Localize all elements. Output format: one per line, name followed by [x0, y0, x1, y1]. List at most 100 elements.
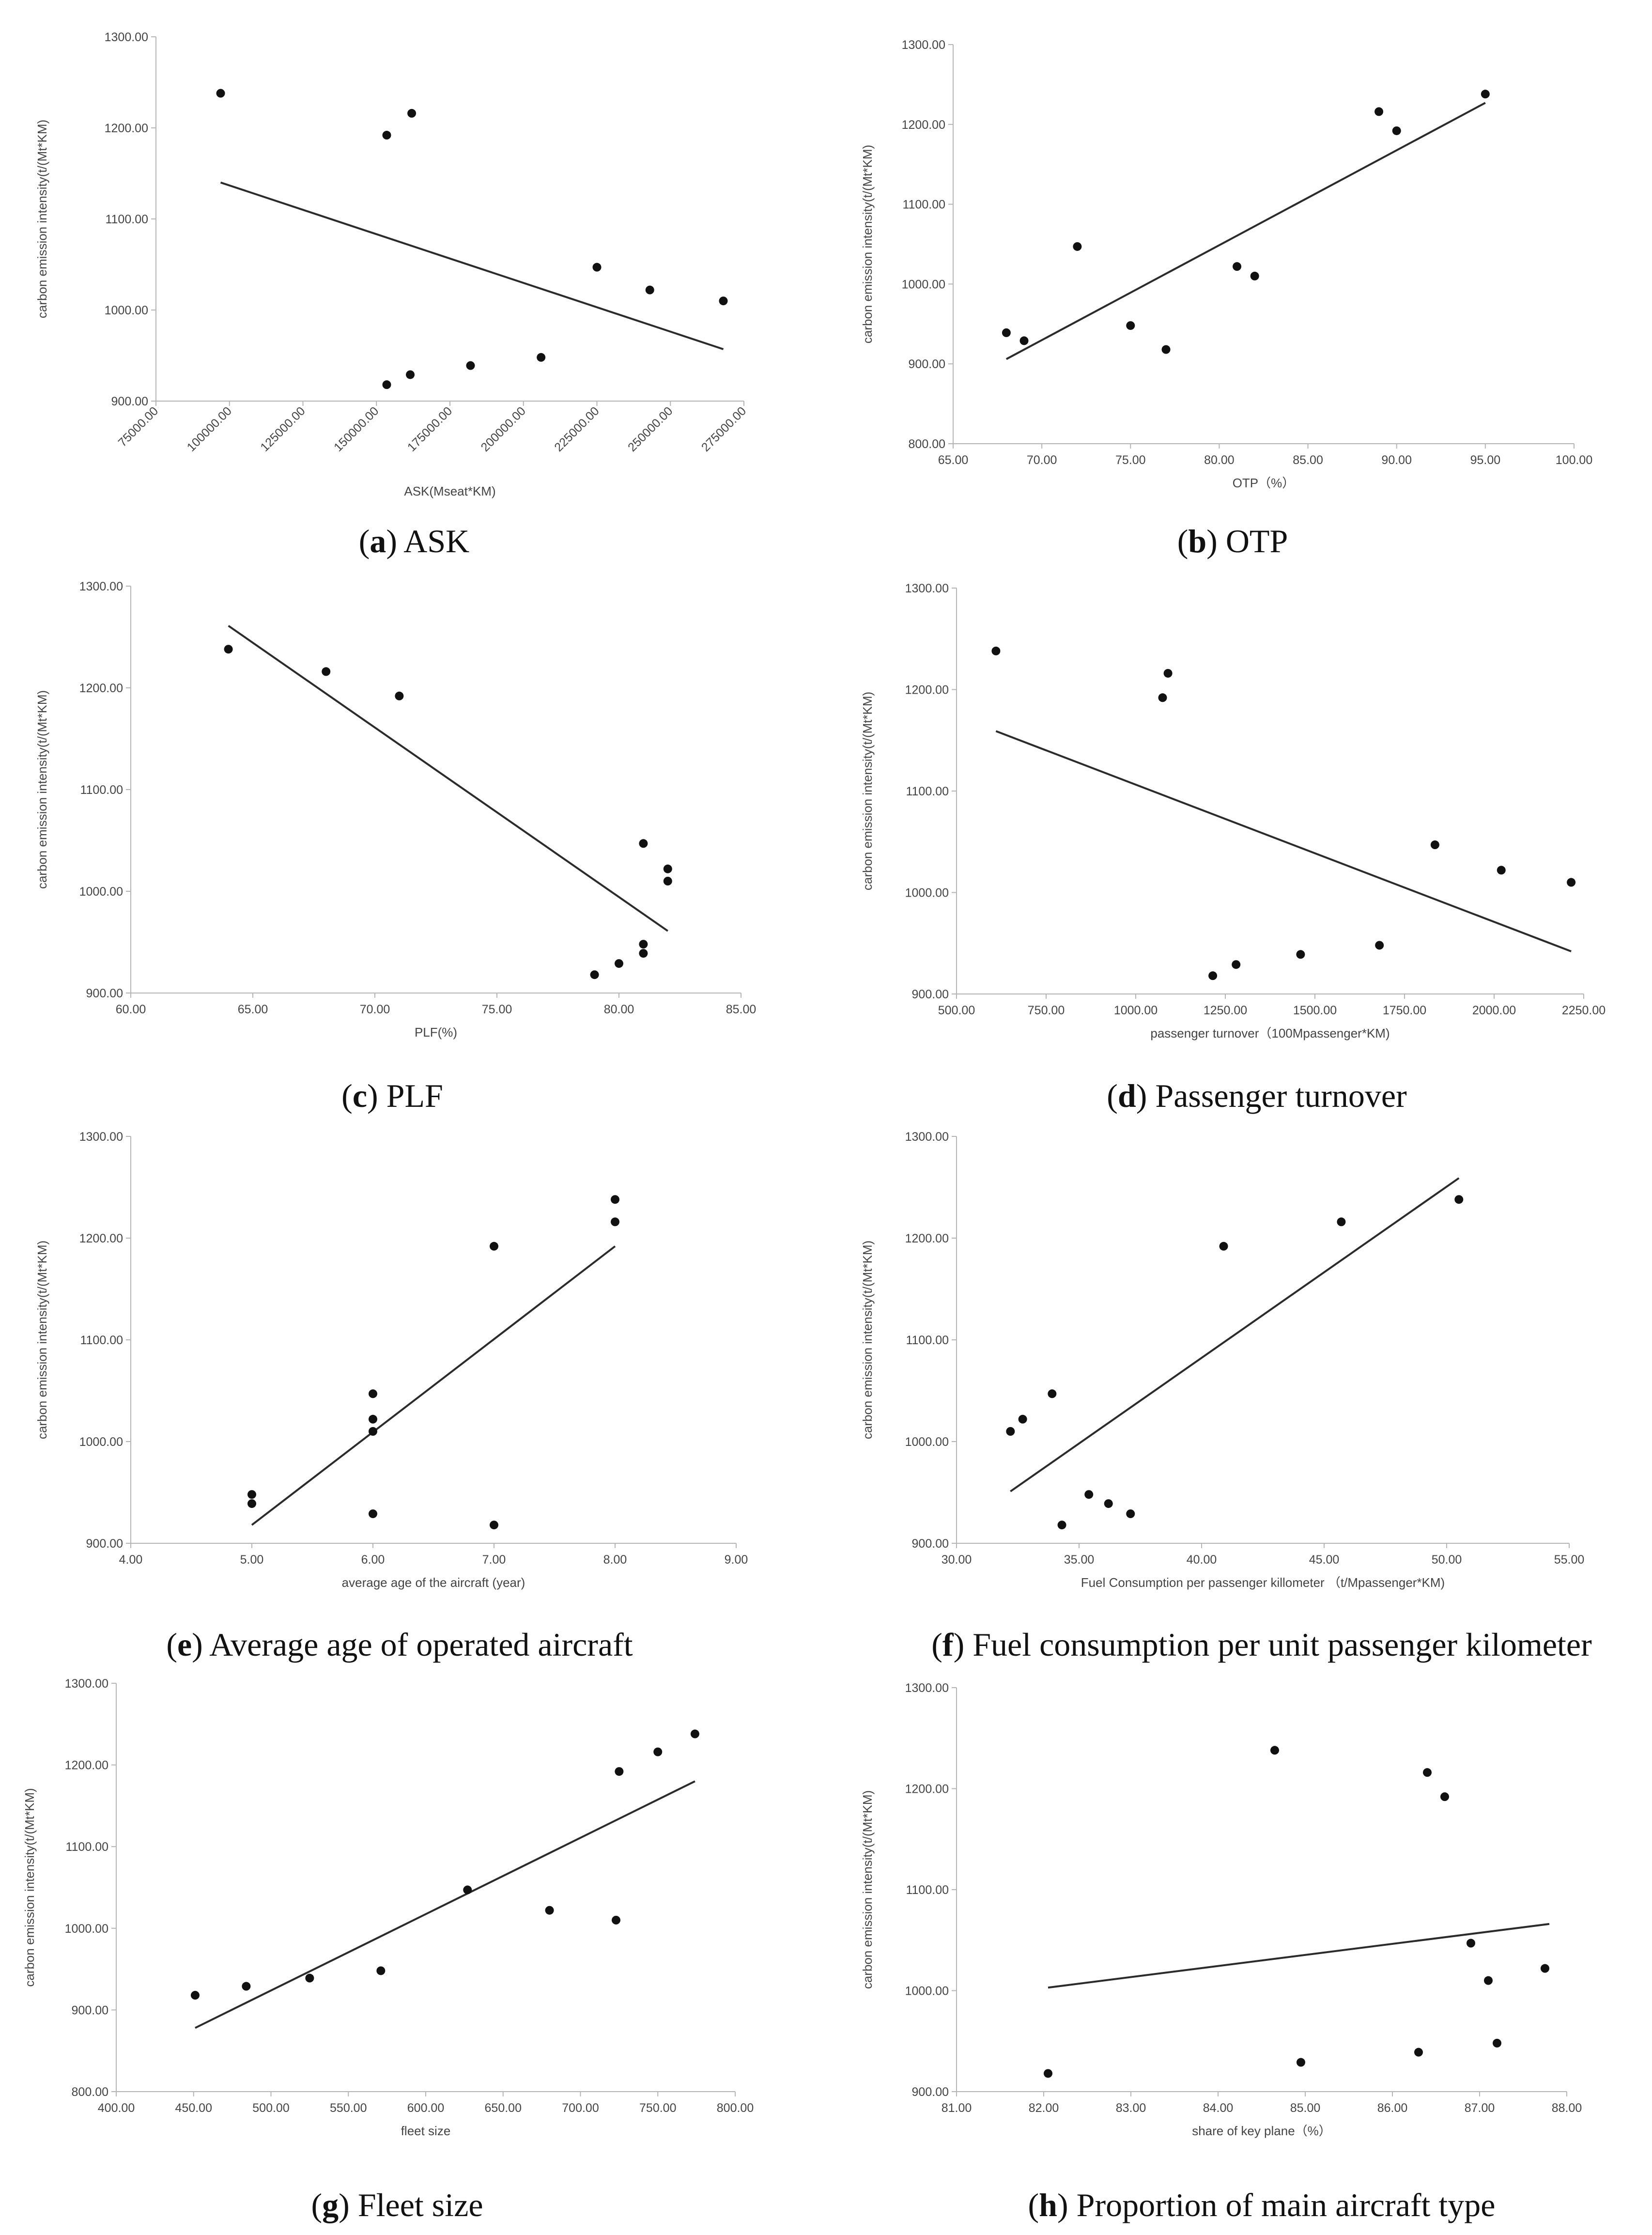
data-point [545, 1906, 554, 1915]
data-point [639, 839, 648, 848]
x-tick-label: 700.00 [562, 2101, 599, 2115]
data-point [369, 1389, 377, 1398]
panel-letter: h [1039, 2187, 1057, 2223]
data-point [1484, 1976, 1493, 1985]
data-point [1084, 1490, 1094, 1499]
data-point [463, 1885, 472, 1894]
y-tick-label: 1300.00 [905, 582, 949, 595]
y-tick-label: 1000.00 [905, 1985, 949, 1998]
x-tick-label: 4.00 [119, 1553, 143, 1567]
y-tick-label: 1000.00 [105, 304, 148, 317]
data-point [1232, 960, 1241, 969]
y-tick-label: 1300.00 [65, 1677, 108, 1691]
y-tick-label: 1000.00 [905, 1435, 949, 1449]
y-tick-label: 900.00 [912, 988, 949, 1001]
data-point [1493, 2038, 1501, 2048]
x-tick-label: 750.00 [1028, 1004, 1065, 1017]
x-tick-label: 55.00 [1554, 1553, 1585, 1567]
x-tick-label: 100.00 [1556, 453, 1592, 467]
x-tick-label: 5.00 [240, 1553, 264, 1567]
panel-title: Fleet size [358, 2187, 483, 2223]
y-tick-label: 1200.00 [905, 1232, 949, 1245]
data-point [1567, 878, 1576, 887]
data-point [663, 864, 672, 873]
x-tick-label: 88.00 [1552, 2101, 1582, 2115]
x-tick-label: 82.00 [1029, 2101, 1059, 2115]
data-point [1104, 1499, 1113, 1508]
data-point [615, 1767, 624, 1776]
trend-line [1048, 1923, 1550, 1989]
data-point [369, 1509, 377, 1519]
y-tick-label: 1100.00 [906, 1334, 949, 1347]
y-tick-label: 800.00 [909, 437, 945, 451]
panel-title: Average age of operated aircraft [209, 1626, 633, 1663]
data-point [1048, 1389, 1057, 1398]
y-tick-label: 1300.00 [905, 1130, 949, 1144]
data-point [1296, 950, 1305, 959]
y-axis-title: carbon emission intensity(t/(Mt*KM) [860, 145, 875, 343]
data-point [1541, 1964, 1549, 1973]
y-axis-title: carbon emission intensity(t/(Mt*KM) [860, 1241, 875, 1439]
x-axis-title: OTP（%） [1233, 476, 1295, 490]
data-point [991, 646, 1001, 655]
x-tick-label: 70.00 [1027, 453, 1057, 467]
data-point [1006, 1427, 1015, 1436]
x-tick-label: 70.00 [360, 1003, 390, 1016]
data-point [1374, 107, 1384, 116]
x-axis-title: ASK(Mseat*KM) [404, 484, 495, 498]
x-axis-title: share of key plane（%） [1192, 2124, 1331, 2138]
chart-panel-h: 900.00 1000.00 1100.00 1200.00 1300.00 81.00 8… [860, 1681, 1582, 2223]
y-tick-label: 1300.00 [105, 31, 148, 44]
x-tick-label: 81.00 [942, 2101, 972, 2115]
y-tick-label: 1100.00 [105, 213, 148, 226]
y-axis-title: carbon emission intensity(t/(Mt*KM) [860, 1790, 875, 1989]
data-point [1073, 242, 1082, 251]
x-tick-label: 90.00 [1381, 453, 1412, 467]
x-axis-title: average age of the aircraft (year) [342, 1575, 525, 1590]
data-point [1233, 262, 1242, 271]
y-tick-label: 1300.00 [79, 1130, 123, 1144]
trend-line [195, 1780, 695, 2029]
y-tick-label: 1200.00 [65, 1759, 108, 1772]
x-tick-label: 600.00 [407, 2101, 444, 2115]
data-point [1337, 1217, 1346, 1226]
x-tick-label: 1500.00 [1293, 1004, 1337, 1017]
panel-title: OTP [1226, 523, 1288, 559]
data-point [1018, 1414, 1027, 1424]
x-tick-label: 65.00 [238, 1003, 268, 1016]
data-point [590, 970, 599, 979]
data-point [490, 1521, 498, 1530]
y-tick-label: 1200.00 [105, 122, 148, 135]
x-tick-label: 200000.00 [479, 404, 528, 454]
data-point [247, 1490, 256, 1499]
y-tick-label: 1100.00 [902, 198, 945, 212]
x-tick-label: 125000.00 [258, 404, 308, 454]
y-tick-label: 1200.00 [79, 1232, 123, 1245]
y-tick-label: 1100.00 [80, 1334, 123, 1347]
data-point [1126, 1509, 1135, 1519]
data-point [611, 1217, 619, 1226]
x-tick-label: 650.00 [485, 2101, 522, 2115]
data-point [1163, 668, 1173, 678]
y-axis-title: carbon emission intensity(t/(Mt*KM) [35, 1241, 49, 1439]
x-tick-label: 35.00 [1064, 1553, 1095, 1567]
data-point [719, 296, 728, 306]
data-point [663, 877, 672, 885]
data-point [1057, 1521, 1066, 1530]
data-point [1126, 321, 1135, 330]
x-tick-label: 750.00 [639, 2101, 676, 2115]
y-axis-title: carbon emission intensity(t/(Mt*KM) [35, 690, 49, 889]
y-tick-label: 1100.00 [906, 1883, 949, 1897]
panel-letter: f [942, 1626, 954, 1663]
y-tick-label: 900.00 [111, 395, 148, 408]
panel-title: ASK [403, 523, 469, 559]
x-tick-label: 7.00 [482, 1553, 506, 1567]
data-point [615, 959, 623, 968]
data-point [224, 645, 233, 654]
data-point [322, 667, 331, 676]
y-tick-label: 1000.00 [79, 1435, 123, 1449]
data-point [369, 1427, 377, 1436]
x-tick-label: 84.00 [1203, 2101, 1234, 2115]
y-tick-label: 900.00 [912, 2085, 949, 2099]
data-point [1270, 1746, 1279, 1755]
